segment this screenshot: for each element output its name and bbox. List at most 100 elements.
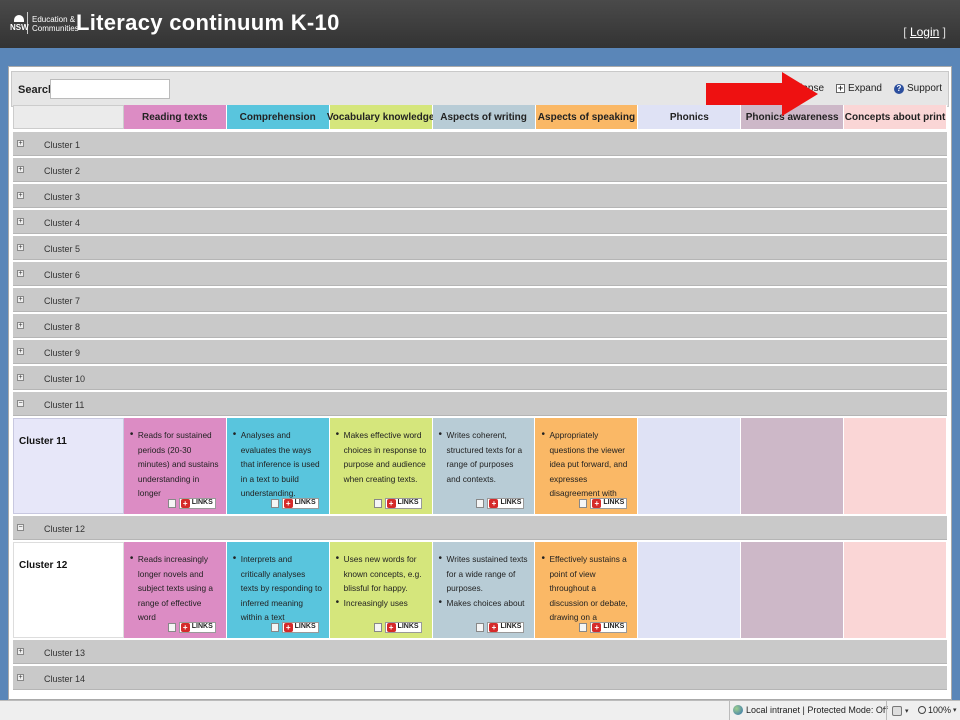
expand-button[interactable]: Expand <box>848 83 882 94</box>
cluster-row[interactable]: + Cluster 6 <box>13 262 947 286</box>
indicator-text: Makes choices about <box>439 596 530 611</box>
links-button[interactable]: + LINKS <box>590 498 628 509</box>
expand-row-icon[interactable]: + <box>17 374 24 381</box>
cluster-row[interactable]: + Cluster 14 <box>13 666 947 690</box>
select-checkbox[interactable] <box>579 623 588 632</box>
cluster-row[interactable]: + Cluster 2 <box>13 158 947 182</box>
links-area: + LINKS <box>373 622 422 633</box>
collapse-row-icon[interactable]: − <box>17 400 24 407</box>
select-checkbox[interactable] <box>579 499 588 508</box>
cluster-label: Cluster 11 <box>44 400 85 410</box>
select-checkbox[interactable] <box>476 623 485 632</box>
plus-icon: + <box>489 499 499 508</box>
select-checkbox[interactable] <box>167 623 176 632</box>
column-header-vocabulary-knowledge: Vocabulary knowledge <box>327 105 434 129</box>
select-checkbox[interactable] <box>373 499 382 508</box>
expand-row-icon[interactable]: + <box>17 192 24 199</box>
links-label: LINKS <box>397 623 419 631</box>
indicator-cell: Analyses and evaluates the ways that inf… <box>226 418 330 514</box>
indicator-text: Uses new words for known concepts, e.g. … <box>336 552 427 596</box>
security-zone[interactable]: Local intranet | Protected Mode: Off <box>733 705 888 715</box>
cluster-row[interactable]: + Cluster 4 <box>13 210 947 234</box>
expand-row-icon[interactable]: + <box>17 140 24 147</box>
collapse-row-icon[interactable]: − <box>17 524 24 531</box>
column-header-comprehension: Comprehension <box>226 105 330 129</box>
expand-row-icon[interactable]: + <box>17 270 24 277</box>
browser-status-bar: Local intranet | Protected Mode: Off ▾ 1… <box>0 700 960 720</box>
cluster-row[interactable]: + Cluster 9 <box>13 340 947 364</box>
select-checkbox[interactable] <box>270 499 279 508</box>
links-button[interactable]: + LINKS <box>178 622 216 633</box>
links-label: LINKS <box>191 623 213 631</box>
help-icon[interactable]: ? <box>893 83 904 94</box>
plus-icon: + <box>592 623 602 632</box>
column-header-reading-texts: Reading texts <box>123 105 227 129</box>
cluster-row[interactable]: + Cluster 10 <box>13 366 947 390</box>
indicator-cell: Reads for sustained periods (20-30 minut… <box>123 418 227 514</box>
expand-row-icon[interactable]: + <box>17 674 24 681</box>
indicator-cell <box>844 418 947 514</box>
cluster-detail-row: Cluster 12Reads increasingly longer nove… <box>13 542 947 638</box>
expand-row-icon[interactable]: + <box>17 296 24 303</box>
links-button[interactable]: + LINKS <box>487 622 525 633</box>
cluster-row[interactable]: + Cluster 7 <box>13 288 947 312</box>
indicator-cell: Writes coherent, structured texts for a … <box>432 418 536 514</box>
indicator-cell: Reads increasingly longer novels and sub… <box>123 542 227 638</box>
indicator-cell <box>844 542 947 638</box>
login-link[interactable]: Login <box>909 25 940 39</box>
column-header-phonics-awareness: Phonics awareness <box>741 105 845 129</box>
protected-mode-icon[interactable] <box>892 706 902 716</box>
select-checkbox[interactable] <box>167 499 176 508</box>
indicator-text: Reads for sustained periods (20-30 minut… <box>130 428 221 501</box>
links-area: + LINKS <box>476 498 525 509</box>
select-checkbox[interactable] <box>476 499 485 508</box>
links-area: + LINKS <box>167 498 216 509</box>
expand-row-icon[interactable]: + <box>17 322 24 329</box>
zoom-control[interactable]: 100% ▾ <box>918 705 957 715</box>
indicator-text: Interprets and critically analyses texts… <box>233 552 324 625</box>
links-button[interactable]: + LINKS <box>590 622 628 633</box>
links-label: LINKS <box>191 499 213 507</box>
cluster-row[interactable]: − Cluster 12 <box>13 516 947 540</box>
expand-row-icon[interactable]: + <box>17 218 24 225</box>
indicator-text: Writes coherent, structured texts for a … <box>439 428 530 486</box>
links-label: LINKS <box>294 499 316 507</box>
plus-icon: + <box>283 499 293 508</box>
links-button[interactable]: + LINKS <box>281 622 319 633</box>
annotation-arrow-icon <box>706 72 818 116</box>
expand-row-icon[interactable]: + <box>17 244 24 251</box>
zoom-level: 100% <box>928 705 952 715</box>
column-header-aspects-of-writing: Aspects of writing <box>432 105 536 129</box>
expand-icon[interactable]: + <box>836 83 846 93</box>
support-link[interactable]: Support <box>906 83 942 94</box>
cluster-label: Cluster 4 <box>44 218 81 228</box>
chevron-down-icon[interactable]: ▾ <box>905 708 909 715</box>
search-input[interactable] <box>50 79 170 99</box>
links-button[interactable]: + LINKS <box>178 498 216 509</box>
select-checkbox[interactable] <box>373 623 382 632</box>
cluster-row[interactable]: + Cluster 1 <box>13 132 947 156</box>
cluster-row[interactable]: + Cluster 13 <box>13 640 947 664</box>
cluster-label: Cluster 3 <box>44 192 81 202</box>
links-area: + LINKS <box>373 498 422 509</box>
cluster-row[interactable]: + Cluster 5 <box>13 236 947 260</box>
expand-row-icon[interactable]: + <box>17 648 24 655</box>
cluster-row[interactable]: − Cluster 11 <box>13 392 947 416</box>
cluster-label: Cluster 7 <box>44 296 81 306</box>
chevron-down-icon[interactable]: ▾ <box>953 707 957 714</box>
cluster-rows: + Cluster 1 + Cluster 2 + Cluster 3 + Cluster 4… <box>13 132 947 692</box>
expand-row-icon[interactable]: + <box>17 348 24 355</box>
links-button[interactable]: + LINKS <box>384 498 422 509</box>
cluster-row[interactable]: + Cluster 3 <box>13 184 947 208</box>
select-checkbox[interactable] <box>270 623 279 632</box>
links-label: LINKS <box>397 499 419 507</box>
links-button[interactable]: + LINKS <box>487 498 525 509</box>
links-area: + LINKS <box>270 498 319 509</box>
cluster-label: Cluster 2 <box>44 166 81 176</box>
plus-icon: + <box>386 623 396 632</box>
links-button[interactable]: + LINKS <box>281 498 319 509</box>
links-label: LINKS <box>294 623 316 631</box>
expand-row-icon[interactable]: + <box>17 166 24 173</box>
cluster-row[interactable]: + Cluster 8 <box>13 314 947 338</box>
links-button[interactable]: + LINKS <box>384 622 422 633</box>
